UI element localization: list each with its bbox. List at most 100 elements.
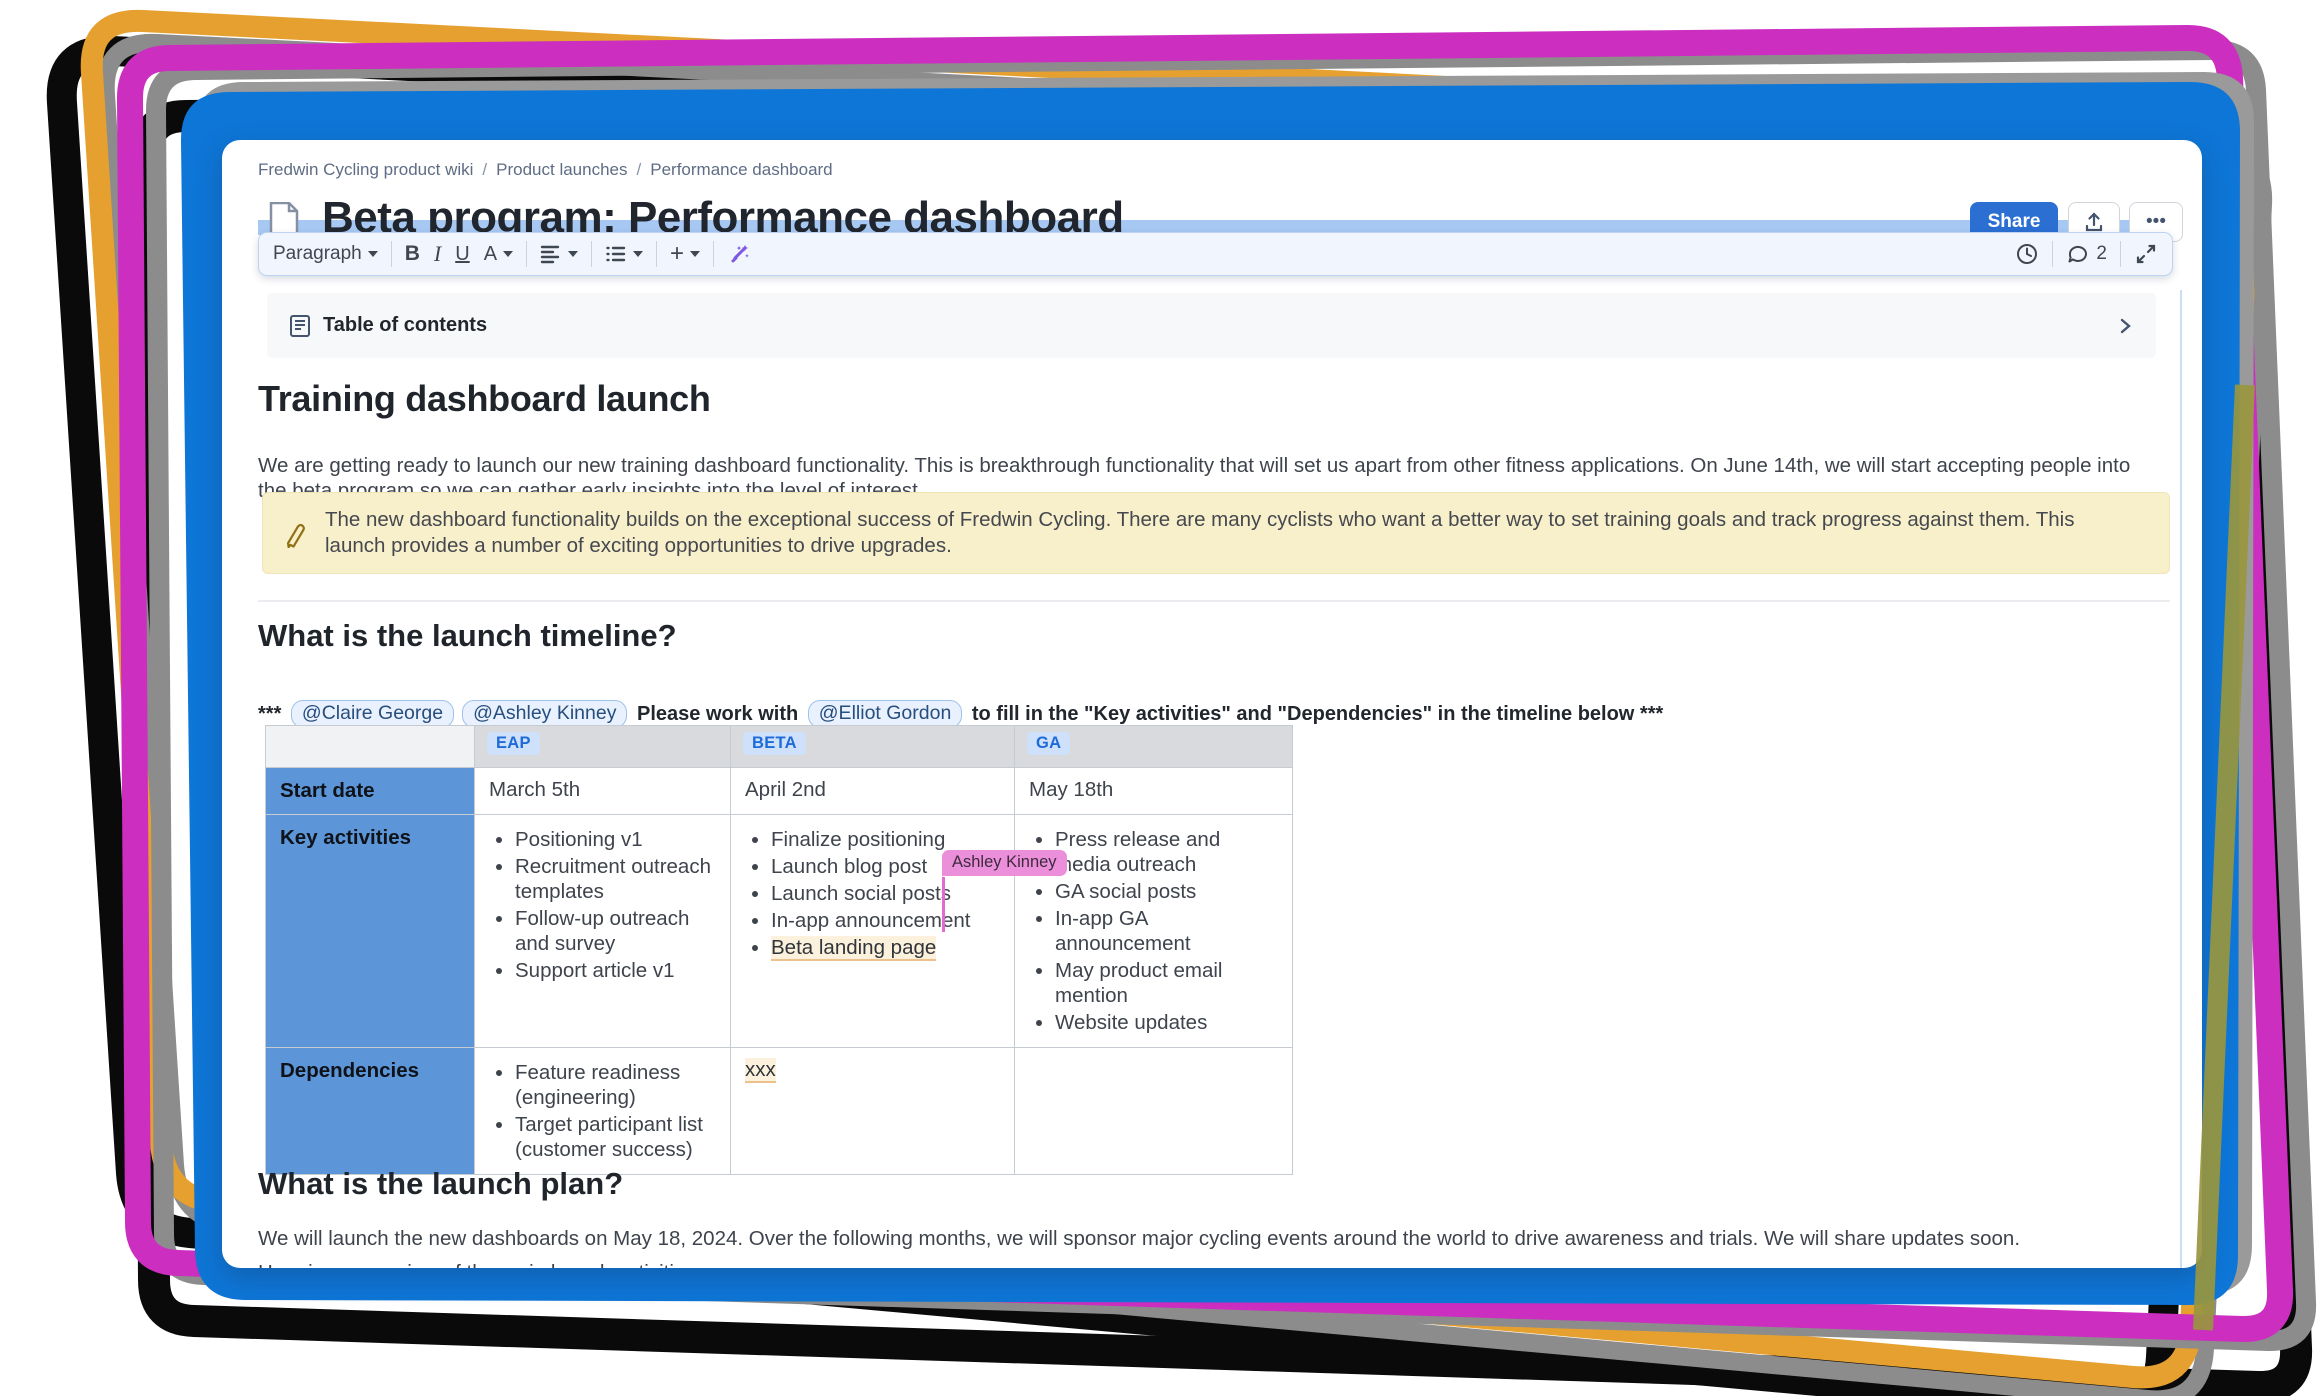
status-lozenge-eap: EAP: [487, 732, 540, 755]
toolbar-divider: [591, 241, 593, 267]
launch-timeline-table: EAP BETA GA Start date March 5th April 2…: [265, 725, 1293, 1175]
breadcrumb-item-launches[interactable]: Product launches: [496, 160, 628, 179]
info-panel-text: The new dashboard functionality builds o…: [325, 508, 2075, 558]
table-header-row: EAP BETA GA: [265, 725, 1293, 768]
breadcrumb-item-current[interactable]: Performance dashboard: [650, 160, 833, 179]
chevron-down-icon: [690, 251, 701, 257]
table-column-eap[interactable]: EAP: [474, 725, 731, 768]
text-color-dropdown[interactable]: A: [483, 242, 514, 266]
row-label-key-activities[interactable]: Key activities: [265, 814, 475, 1048]
table-cell[interactable]: Feature readiness (engineering) Target p…: [474, 1047, 731, 1175]
editor-toolbar: Paragraph B I U A: [258, 232, 2173, 276]
callout-middle: Please work with: [631, 702, 804, 725]
chevron-down-icon: [367, 251, 378, 257]
text-style-dropdown[interactable]: Paragraph: [273, 243, 378, 265]
list-item: Website updates: [1055, 1010, 1278, 1035]
list-item: Finalize positioning: [771, 827, 1000, 852]
toc-document-icon: [289, 314, 311, 338]
section-heading-plan: What is the launch plan?: [258, 1166, 624, 1201]
list-item: Recruitment outreach templates: [515, 854, 716, 904]
section-heading-timeline: What is the launch timeline?: [258, 618, 677, 653]
info-panel: The new dashboard functionality builds o…: [262, 492, 2170, 574]
collaborator-cursor-label: Ashley Kinney: [942, 850, 1067, 876]
alignment-dropdown[interactable]: [540, 244, 579, 264]
list-dropdown[interactable]: [605, 244, 644, 264]
toolbar-divider: [656, 241, 658, 267]
list-item: Press release and media outreach: [1055, 827, 1278, 877]
list-item: Launch social posts: [771, 881, 1000, 906]
callout-suffix: to fill in the "Key activities" and "Dep…: [966, 702, 1664, 725]
table-row-key-activities: Key activities Positioning v1 Recruitmen…: [265, 814, 1293, 1048]
list-item: Beta landing page: [771, 935, 1000, 961]
comment-count: 2: [2096, 243, 2107, 264]
mention-claire-george[interactable]: @Claire George: [290, 700, 455, 728]
ai-wand-button[interactable]: [727, 242, 751, 266]
xxx-placeholder-link[interactable]: xxx: [745, 1058, 776, 1083]
breadcrumb-separator: /: [482, 160, 488, 179]
breadcrumb: Fredwin Cycling product wiki / Product l…: [258, 160, 833, 180]
collaborator-cursor-caret: [942, 877, 945, 932]
upload-icon: [2083, 211, 2105, 233]
table-cell[interactable]: [1014, 1047, 1293, 1175]
mention-elliot-gordon[interactable]: @Elliot Gordon: [807, 700, 963, 728]
list-item: Support article v1: [515, 958, 716, 983]
list-item: Target participant list (customer succes…: [515, 1112, 716, 1162]
row-label-start-date[interactable]: Start date: [265, 767, 475, 815]
table-column-beta[interactable]: BETA: [730, 725, 1015, 768]
status-lozenge-ga: GA: [1027, 732, 1071, 755]
table-cell[interactable]: March 5th: [474, 767, 731, 815]
list-item: Positioning v1: [515, 827, 716, 852]
editor-right-guide: [2180, 290, 2182, 1268]
table-column-ga[interactable]: GA: [1014, 725, 1293, 768]
plan-paragraph: We will launch the new dashboards on May…: [258, 1226, 2021, 1250]
list-item: May product email mention: [1055, 958, 1278, 1008]
toolbar-divider: [390, 241, 392, 267]
list-item: Follow-up outreach and survey: [515, 906, 716, 956]
pencil-icon: [283, 511, 309, 559]
chevron-down-icon: [633, 251, 644, 257]
toolbar-divider: [713, 241, 715, 267]
insert-dropdown[interactable]: +: [670, 240, 701, 267]
wiki-page-card: Fredwin Cycling product wiki / Product l…: [222, 140, 2202, 1268]
text-color-label: A: [483, 242, 498, 265]
align-left-icon: [540, 244, 562, 264]
list-item: Feature readiness (engineering): [515, 1060, 716, 1110]
toolbar-divider: [526, 241, 528, 267]
comments-button[interactable]: 2: [2066, 242, 2107, 266]
list-item: In-app announcement: [771, 908, 1000, 933]
toolbar-divider: [2120, 241, 2121, 267]
text-style-label: Paragraph: [273, 243, 362, 264]
chevron-right-icon[interactable]: [2116, 314, 2134, 338]
chevron-down-icon: [503, 251, 514, 257]
table-corner-cell[interactable]: [265, 725, 475, 768]
row-label-dependencies[interactable]: Dependencies: [265, 1047, 475, 1175]
history-button[interactable]: [2015, 242, 2039, 266]
table-cell[interactable]: xxx: [730, 1047, 1015, 1175]
comment-bubble-icon: [2066, 242, 2090, 266]
toc-label: Table of contents: [323, 314, 488, 336]
table-of-contents-panel[interactable]: Table of contents: [267, 293, 2156, 358]
breadcrumb-item-wiki[interactable]: Fredwin Cycling product wiki: [258, 160, 474, 179]
table-cell[interactable]: May 18th: [1014, 767, 1293, 815]
mention-ashley-kinney[interactable]: @Ashley Kinney: [462, 700, 628, 728]
italic-button[interactable]: I: [433, 241, 442, 266]
toolbar-divider: [2052, 241, 2054, 267]
fullscreen-button[interactable]: [2134, 242, 2158, 266]
list-item: In-app GA announcement: [1055, 906, 1278, 956]
table-cell[interactable]: April 2nd: [730, 767, 1015, 815]
plan-paragraph-2: Here is an overview of the main launch a…: [258, 1261, 2158, 1269]
callout-prefix: ***: [258, 702, 287, 725]
list-item: GA social posts: [1055, 879, 1278, 904]
breadcrumb-separator: /: [636, 160, 642, 179]
table-row-dependencies: Dependencies Feature readiness (engineer…: [265, 1047, 1293, 1175]
table-row-start-date: Start date March 5th April 2nd May 18th: [265, 767, 1293, 815]
timeline-callout: *** @Claire George @Ashley Kinney Please …: [258, 700, 1663, 728]
horizontal-divider: [258, 600, 2170, 602]
bullet-list-icon: [605, 244, 627, 264]
plus-icon: +: [670, 240, 685, 267]
status-lozenge-beta: BETA: [743, 732, 806, 755]
underline-button[interactable]: U: [455, 242, 470, 265]
beta-landing-page-link[interactable]: Beta landing page: [771, 936, 937, 961]
bold-button[interactable]: B: [404, 242, 420, 265]
table-cell[interactable]: Positioning v1 Recruitment outreach temp…: [474, 814, 731, 1048]
